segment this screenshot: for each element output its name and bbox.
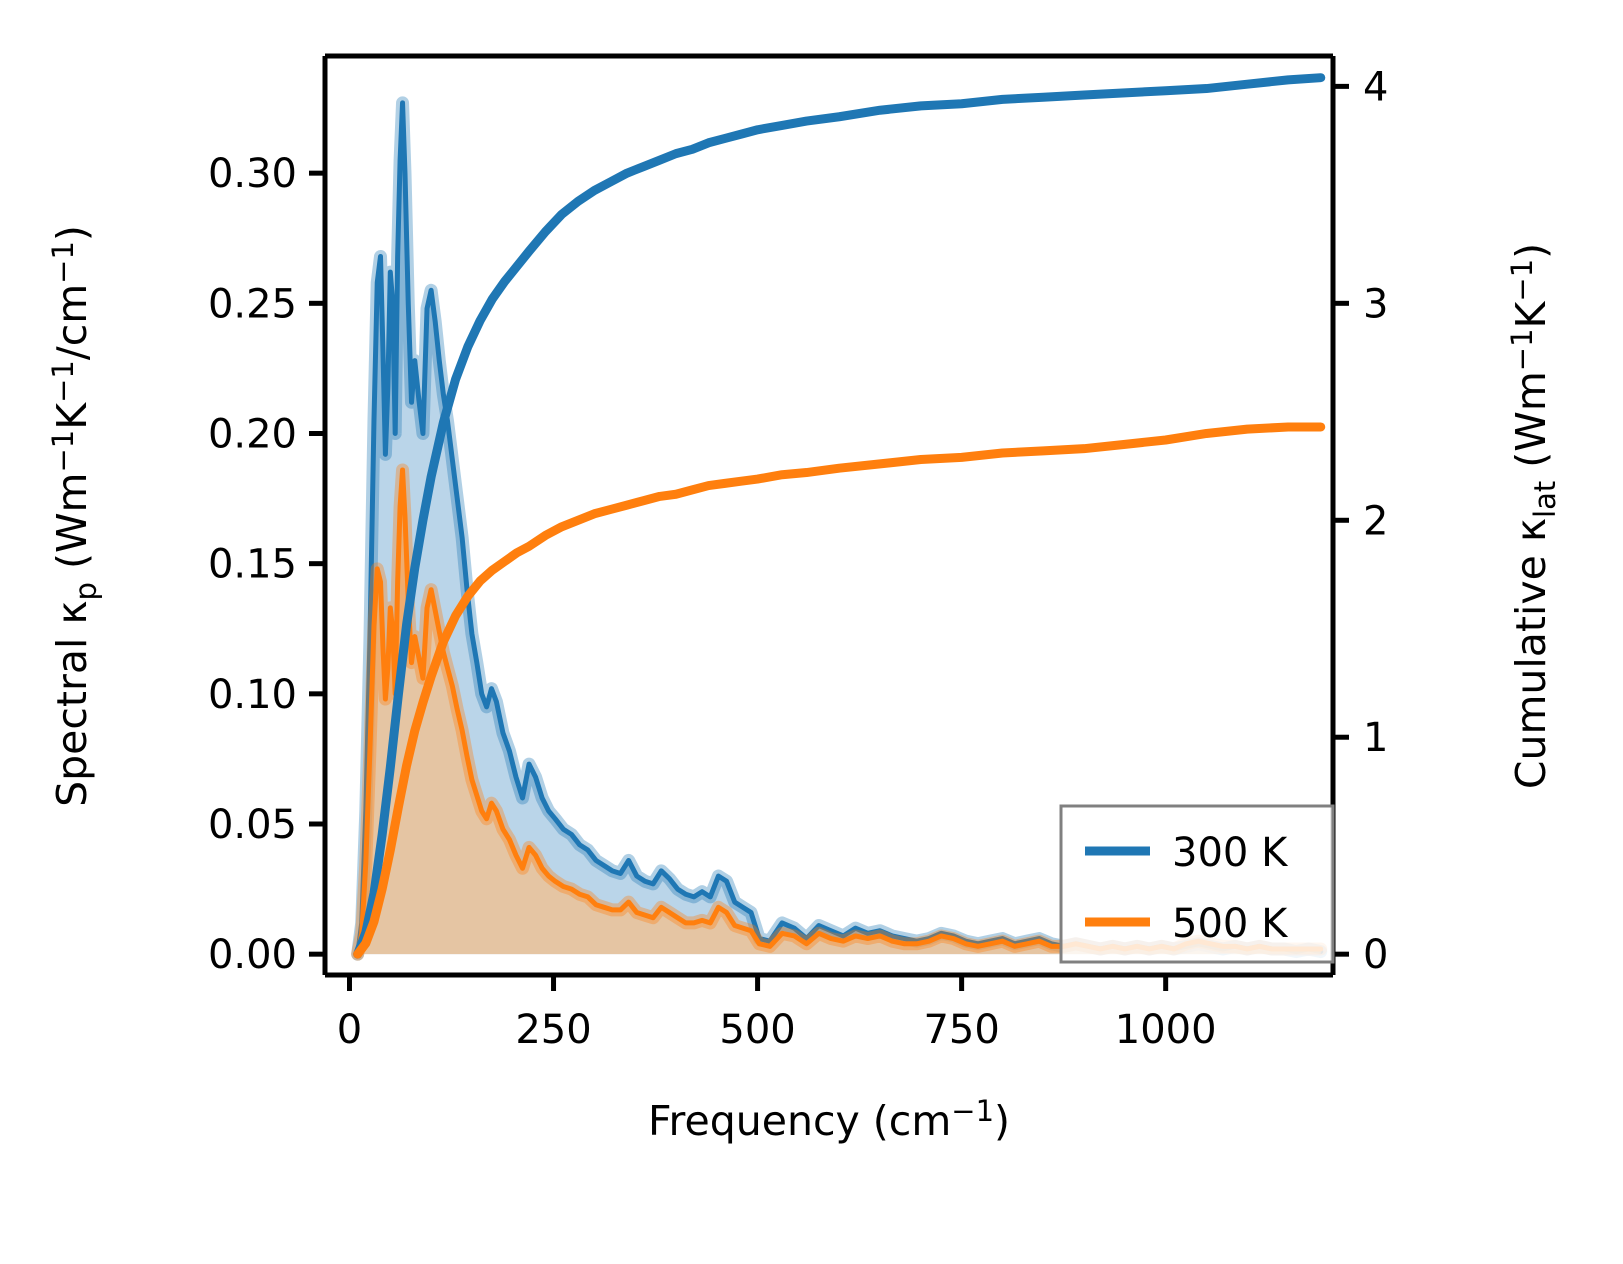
x-tick-label-0: 0 (337, 1007, 362, 1053)
x-title-close: ) (994, 1097, 1010, 1145)
area-fill-1 (357, 469, 1321, 955)
left-title-sub: p (69, 582, 103, 600)
legend-box (1059, 804, 1335, 964)
right-title-sub: lat (1528, 481, 1562, 518)
left-tick-label-6: 0.30 (208, 151, 297, 197)
right-axis-title: Cumulative κlat (Wm−1K−1) (1505, 243, 1562, 789)
left-tick-label-4: 0.20 (208, 411, 297, 457)
cumulative-line-3 (353, 422, 1326, 959)
svg-text:Frequency (cm−1): Frequency (cm−1) (648, 1094, 1010, 1145)
legend[interactable]: 300 K 500 K (1059, 804, 1335, 964)
x-title-exp: −1 (951, 1094, 994, 1128)
legend-label-500k: 500 K (1172, 901, 1289, 947)
svg-text:Spectral κp (Wm−1K−1/cm−1): Spectral κp (Wm−1K−1/cm−1) (46, 225, 103, 807)
x-tick-label-3: 750 (923, 1007, 999, 1053)
left-title-units-close: ) (48, 225, 96, 241)
ticks-layer (309, 83, 1349, 991)
x-tick-label-2: 500 (719, 1007, 795, 1053)
left-tick-label-3: 0.15 (208, 542, 297, 588)
x-title-prefix: Frequency (cm (648, 1097, 951, 1145)
left-tick-label-5: 0.25 (208, 281, 297, 327)
right-tick-label-3: 3 (1363, 281, 1388, 327)
right-tick-label-0: 0 (1363, 932, 1388, 978)
right-tick-label-4: 4 (1363, 64, 1388, 110)
left-tick-label-2: 0.10 (208, 672, 297, 718)
right-title-prefix: Cumulative (1507, 542, 1555, 789)
right-title-units-close: ) (1507, 243, 1555, 259)
right-title-units-open: (Wm (1507, 371, 1555, 481)
x-axis-title: Frequency (cm−1) (648, 1094, 1010, 1145)
right-title-symbol: κ (1507, 518, 1555, 542)
left-axis-title: Spectral κp (Wm−1K−1/cm−1) (46, 225, 103, 807)
x-tick-label-1: 250 (515, 1007, 591, 1053)
left-title-prefix: Spectral (48, 625, 96, 807)
tick-labels-layer: 0.00 0.05 0.10 0.15 0.20 0.25 0.30 0 1 2 3 4 0 250 500… (208, 64, 1389, 1053)
left-title-units-open: (Wm (48, 473, 96, 583)
cumulative-line-2 (353, 73, 1326, 959)
legend-label-300k: 300 K (1172, 830, 1289, 876)
svg-text:Cumulative κlat (Wm−1K−1): Cumulative κlat (Wm−1K−1) (1505, 243, 1562, 789)
left-title-units-mid: K (48, 402, 96, 430)
right-tick-label-1: 1 (1363, 715, 1388, 761)
right-tick-label-2: 2 (1363, 498, 1388, 544)
left-tick-label-1: 0.05 (208, 802, 297, 848)
left-tick-label-0: 0.00 (208, 932, 297, 978)
x-tick-label-4: 1000 (1115, 1007, 1217, 1053)
left-title-units-percm: /cm (48, 284, 96, 360)
right-title-units-mid: K (1507, 300, 1555, 328)
left-title-symbol: κ (48, 600, 96, 624)
